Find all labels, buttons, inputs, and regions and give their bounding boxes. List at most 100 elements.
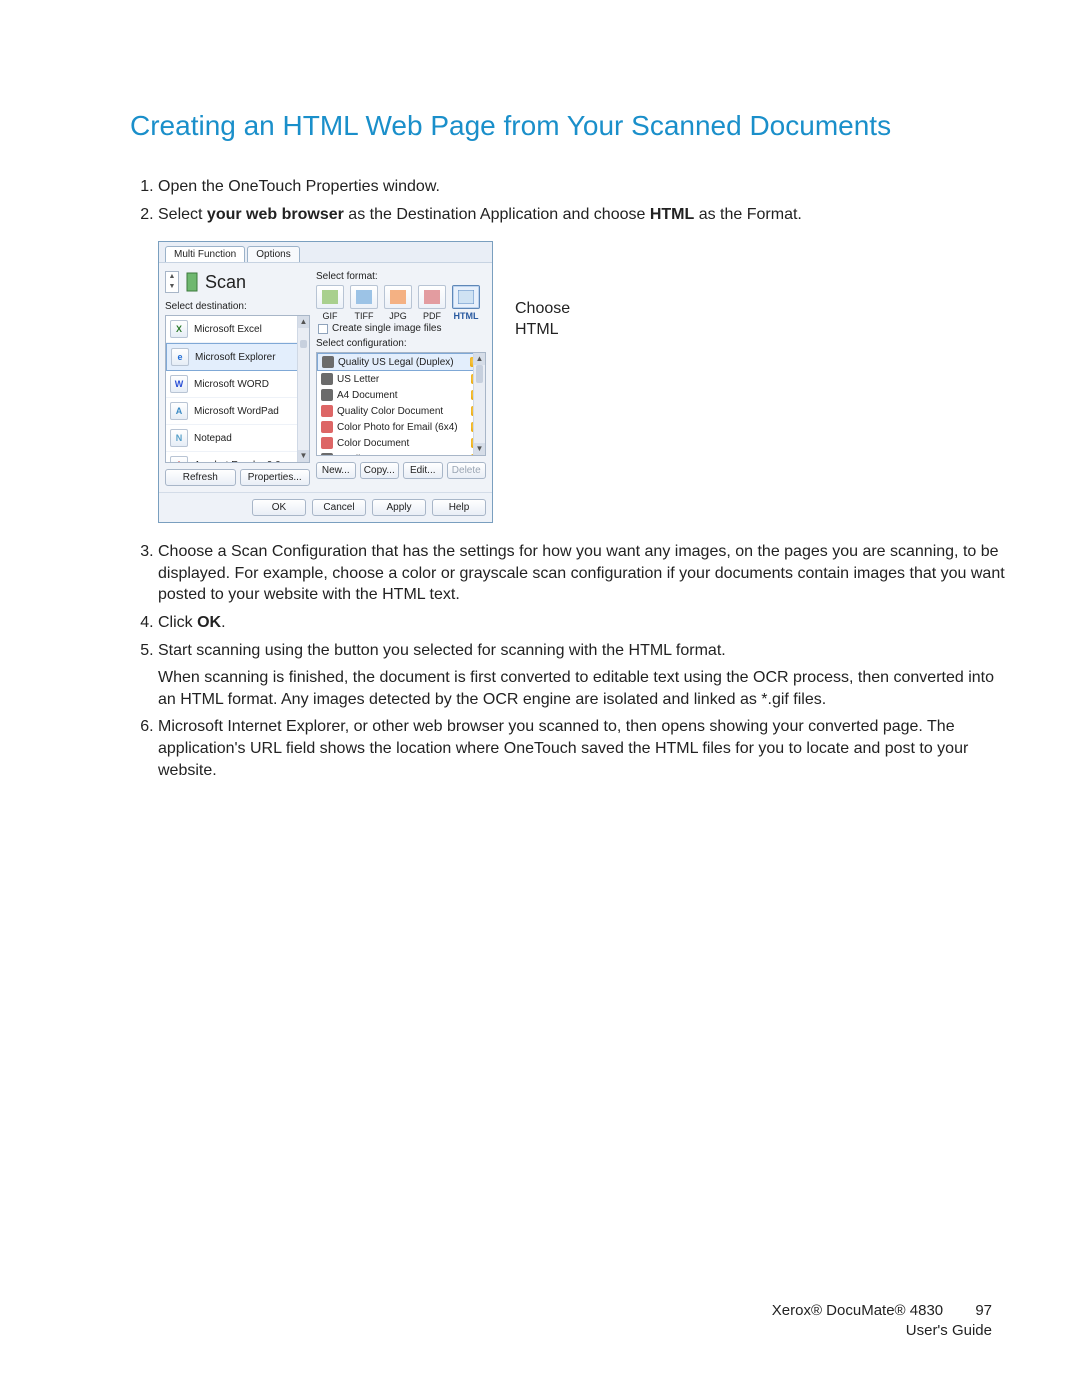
bw-icon — [321, 453, 333, 456]
single-image-row[interactable]: Create single image files — [318, 323, 486, 334]
onetouch-dialog: Multi Function Options ▲▼ Scan Select de… — [158, 241, 493, 523]
help-button[interactable]: Help — [432, 499, 486, 516]
excel-icon: X — [170, 320, 188, 338]
cfg-label: Color Photo for Email (6x4) — [337, 422, 458, 433]
copy-button[interactable]: Copy... — [360, 462, 400, 479]
step-4: Click OK. — [158, 612, 1010, 634]
destination-list[interactable]: X Microsoft Excel e Microsoft Explorer W… — [165, 315, 310, 463]
step-6-text: Microsoft Internet Explorer, or other we… — [158, 718, 968, 778]
step-3-text: Choose a Scan Configuration that has the… — [158, 543, 1005, 603]
step-4-b: OK — [197, 614, 221, 631]
scan-title: Scan — [205, 272, 246, 293]
tiff-icon — [356, 290, 372, 304]
format-tiff-label: TIFF — [350, 311, 378, 321]
html-icon — [458, 290, 474, 304]
dest-label: Microsoft WORD — [194, 379, 269, 390]
format-gif[interactable]: GIF — [316, 285, 344, 321]
callout-l1: Choose — [515, 299, 570, 320]
cfg-item[interactable]: Quality US Legal (Duplex) — [317, 353, 485, 371]
apply-button[interactable]: Apply — [372, 499, 426, 516]
step-2-b: your web browser — [207, 206, 344, 223]
format-html-label: HTML — [452, 311, 480, 321]
steps-list: Open the OneTouch Properties window. Sel… — [130, 176, 1010, 225]
step-2-c: as the Destination Application and choos… — [344, 206, 650, 223]
callout-l2: HTML — [515, 320, 570, 341]
callout: Choose HTML — [515, 299, 570, 341]
dest-item-wordpad[interactable]: A Microsoft WordPad — [166, 398, 309, 425]
config-scrollbar[interactable]: ▲▼ — [473, 353, 485, 455]
cfg-item[interactable]: Quality Color Document — [317, 403, 485, 419]
select-destination-label: Select destination: — [165, 301, 310, 312]
format-jpg[interactable]: JPG — [384, 285, 412, 321]
select-format-label: Select format: — [316, 271, 486, 282]
format-pdf[interactable]: PDF — [418, 285, 446, 321]
dest-item-excel[interactable]: X Microsoft Excel — [166, 316, 309, 343]
refresh-button[interactable]: Refresh — [165, 469, 236, 486]
step-3: Choose a Scan Configuration that has the… — [158, 541, 1010, 606]
page-title: Creating an HTML Web Page from Your Scan… — [130, 110, 1010, 142]
config-list[interactable]: Quality US Legal (Duplex) US Letter A4 D… — [316, 352, 486, 456]
figure-row: Multi Function Options ▲▼ Scan Select de… — [158, 241, 1010, 523]
step-5: Start scanning using the button you sele… — [158, 640, 1010, 711]
properties-button[interactable]: Properties... — [240, 469, 311, 486]
wordpad-icon: A — [170, 402, 188, 420]
footer-line2: User's Guide — [772, 1321, 992, 1341]
cfg-item[interactable]: Quality US Letter — [317, 451, 485, 456]
scan-stepper[interactable]: ▲▼ — [165, 271, 179, 293]
tab-options[interactable]: Options — [247, 246, 299, 262]
cfg-label: US Letter — [337, 374, 379, 385]
dest-item-explorer[interactable]: e Microsoft Explorer — [166, 343, 309, 371]
delete-button[interactable]: Delete — [447, 462, 487, 479]
tab-strip: Multi Function Options — [159, 242, 492, 262]
cfg-label: Color Document — [337, 438, 409, 449]
step-5-a: Start scanning using the button you sele… — [158, 642, 726, 659]
scan-icon — [185, 271, 199, 293]
step-1-text: Open the OneTouch Properties window. — [158, 178, 440, 195]
left-pane: ▲▼ Scan Select destination: X Microsoft … — [165, 269, 310, 486]
pdf-icon — [424, 290, 440, 304]
new-button[interactable]: New... — [316, 462, 356, 479]
step-6: Microsoft Internet Explorer, or other we… — [158, 716, 1010, 781]
dest-item-notepad[interactable]: N Notepad — [166, 425, 309, 452]
cfg-label: Quality US Legal (Duplex) — [338, 357, 454, 368]
edit-button[interactable]: Edit... — [403, 462, 443, 479]
page-footer: Xerox® DocuMate® 4830 97 User's Guide — [772, 1301, 992, 1342]
footer-line1: Xerox® DocuMate® 4830 — [772, 1302, 943, 1319]
cfg-item[interactable]: Color Document — [317, 435, 485, 451]
gif-icon — [322, 290, 338, 304]
cfg-label: Quality Color Document — [337, 406, 443, 417]
step-2-e: as the Format. — [694, 206, 802, 223]
format-html[interactable]: HTML — [452, 285, 480, 321]
notepad-icon: N — [170, 429, 188, 447]
dest-label: Microsoft WordPad — [194, 406, 279, 417]
color-icon — [321, 421, 333, 433]
cfg-item[interactable]: A4 Document — [317, 387, 485, 403]
cfg-label: A4 Document — [337, 390, 398, 401]
dest-label: Notepad — [194, 433, 232, 444]
dest-item-acrobat[interactable]: A Acrobat Reader 9.0 — [166, 452, 309, 463]
cfg-item[interactable]: Color Photo for Email (6x4) — [317, 419, 485, 435]
cfg-label: Quality US Letter — [337, 454, 413, 457]
color-icon — [321, 405, 333, 417]
jpg-icon — [390, 290, 406, 304]
single-image-checkbox[interactable] — [318, 324, 328, 334]
cancel-button[interactable]: Cancel — [312, 499, 366, 516]
select-config-label: Select configuration: — [316, 338, 486, 349]
tab-multifunction[interactable]: Multi Function — [165, 246, 245, 262]
page-number: 97 — [975, 1301, 992, 1321]
dest-item-word[interactable]: W Microsoft WORD — [166, 371, 309, 398]
ok-button[interactable]: OK — [252, 499, 306, 516]
format-tiff[interactable]: TIFF — [350, 285, 378, 321]
word-icon: W — [170, 375, 188, 393]
color-icon — [321, 437, 333, 449]
cfg-item[interactable]: US Letter — [317, 371, 485, 387]
format-gif-label: GIF — [316, 311, 344, 321]
format-row: GIF TIFF JPG PDF HTML — [316, 285, 486, 321]
destination-scrollbar[interactable]: ▲▼ — [297, 316, 309, 462]
format-pdf-label: PDF — [418, 311, 446, 321]
right-pane: Select format: GIF TIFF JPG PDF HTML Cre… — [316, 269, 486, 486]
step-5-b: When scanning is finished, the document … — [158, 667, 1010, 710]
step-2-d: HTML — [650, 206, 694, 223]
bw-icon — [322, 356, 334, 368]
bw-icon — [321, 389, 333, 401]
